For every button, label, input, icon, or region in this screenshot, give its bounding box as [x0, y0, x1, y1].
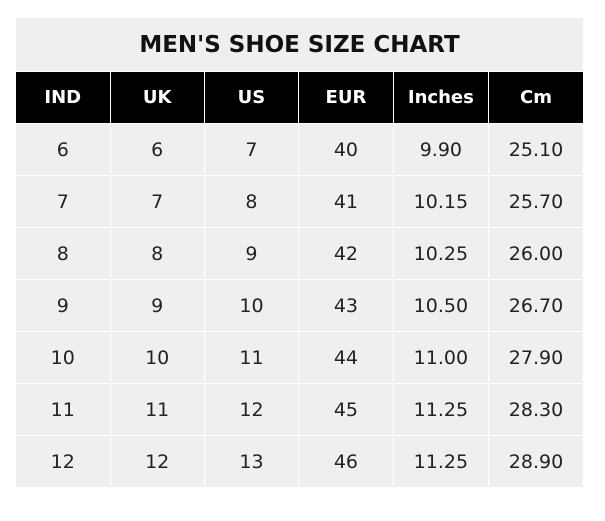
cell-cm: 28.30 — [487, 383, 585, 436]
cell-us: 10 — [203, 279, 300, 332]
cell-inches: 10.50 — [392, 279, 489, 332]
cell-us: 9 — [203, 227, 300, 280]
table-row: 9 9 10 43 10.50 26.70 — [15, 279, 585, 332]
cell-eur: 46 — [298, 435, 394, 488]
header-row: IND UK US EUR Inches Cm — [15, 71, 585, 124]
column-header-cm: Cm — [487, 71, 585, 124]
cell-uk: 11 — [109, 383, 205, 436]
cell-cm: 25.10 — [487, 123, 585, 176]
cell-ind: 6 — [15, 123, 111, 176]
table-row: 7 7 8 41 10.15 25.70 — [15, 175, 585, 228]
column-header-uk: UK — [109, 71, 205, 124]
table-row: 11 11 12 45 11.25 28.30 — [15, 383, 585, 436]
cell-uk: 8 — [109, 227, 205, 280]
cell-eur: 43 — [298, 279, 394, 332]
cell-uk: 12 — [109, 435, 205, 488]
cell-cm: 28.90 — [487, 435, 585, 488]
cell-ind: 9 — [15, 279, 111, 332]
column-header-eur: EUR — [298, 71, 394, 124]
cell-eur: 45 — [298, 383, 394, 436]
cell-ind: 7 — [15, 175, 111, 228]
cell-cm: 25.70 — [487, 175, 585, 228]
cell-ind: 10 — [15, 331, 111, 384]
cell-eur: 44 — [298, 331, 394, 384]
cell-ind: 12 — [15, 435, 111, 488]
cell-us: 8 — [203, 175, 300, 228]
cell-cm: 26.00 — [487, 227, 585, 280]
size-chart-table: MEN'S SHOE SIZE CHART IND UK US EUR Inches Cm… — [15, 17, 585, 488]
cell-ind: 8 — [15, 227, 111, 280]
table-row: 10 10 11 44 11.00 27.90 — [15, 331, 585, 384]
cell-ind: 11 — [15, 383, 111, 436]
cell-inches: 10.15 — [392, 175, 489, 228]
column-header-inches: Inches — [392, 71, 489, 124]
column-header-us: US — [203, 71, 300, 124]
column-header-ind: IND — [15, 71, 111, 124]
cell-inches: 10.25 — [392, 227, 489, 280]
table-row: 12 12 13 46 11.25 28.90 — [15, 435, 585, 488]
cell-uk: 9 — [109, 279, 205, 332]
table-row: 8 8 9 42 10.25 26.00 — [15, 227, 585, 280]
cell-us: 13 — [203, 435, 300, 488]
cell-us: 11 — [203, 331, 300, 384]
cell-inches: 11.25 — [392, 383, 489, 436]
cell-inches: 11.00 — [392, 331, 489, 384]
chart-title: MEN'S SHOE SIZE CHART — [15, 17, 584, 72]
cell-inches: 9.90 — [392, 123, 489, 176]
cell-us: 7 — [203, 123, 300, 176]
cell-inches: 11.25 — [392, 435, 489, 488]
cell-uk: 10 — [109, 331, 205, 384]
cell-us: 12 — [203, 383, 300, 436]
cell-eur: 42 — [298, 227, 394, 280]
cell-cm: 27.90 — [487, 331, 585, 384]
table-row: 6 6 7 40 9.90 25.10 — [15, 123, 585, 176]
cell-cm: 26.70 — [487, 279, 585, 332]
cell-uk: 7 — [109, 175, 205, 228]
cell-eur: 40 — [298, 123, 394, 176]
cell-eur: 41 — [298, 175, 394, 228]
cell-uk: 6 — [109, 123, 205, 176]
